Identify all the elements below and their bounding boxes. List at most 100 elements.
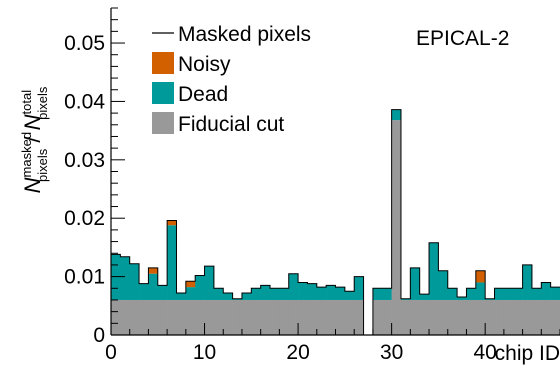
x-tick-label: 20	[286, 341, 309, 364]
y-tick-label: 0	[93, 324, 105, 347]
bar-fiducial-chip-0	[111, 299, 121, 335]
bar-dead-chip-19	[288, 273, 299, 300]
annotation: EPICAL-2	[416, 27, 509, 50]
bar-dead-chip-15	[251, 288, 261, 300]
bar-dead-chip-25	[344, 291, 355, 300]
bar-fiducial-chip-4	[148, 299, 159, 335]
bar-fiducial-chip-25	[344, 299, 355, 335]
bar-fiducial-chip-45	[531, 299, 542, 335]
x-tick-label: 0	[105, 341, 117, 364]
bar-dead-chip-39	[475, 282, 486, 300]
bar-dead-chip-16	[260, 285, 271, 300]
legend-label-dead: Dead	[178, 83, 228, 106]
bar-dead-chip-12	[223, 292, 233, 300]
y-label-base-2: N	[20, 114, 45, 130]
bar-fiducial-chip-40	[485, 299, 495, 335]
legend-swatch-fiducial	[152, 112, 174, 134]
bar-dead-chip-38	[466, 288, 477, 300]
legend: Masked pixels Noisy Dead Fiducial cut	[152, 23, 311, 136]
bar-dead-chip-30	[391, 109, 402, 121]
bar-noisy-chip-6	[167, 220, 177, 226]
bar-fiducial-chip-13	[232, 299, 243, 335]
legend-swatch-dead	[152, 82, 174, 104]
bar-fiducial-chip-41	[494, 299, 505, 335]
bar-fiducial-chip-38	[466, 299, 477, 335]
bar-dead-chip-41	[494, 288, 505, 300]
bar-dead-chip-14	[241, 292, 252, 300]
bar-fiducial-chip-5	[157, 299, 168, 335]
bar-dead-chip-3	[139, 283, 149, 300]
bar-dead-chip-47	[550, 287, 560, 300]
bar-dead-chip-46	[541, 282, 551, 300]
bar-dead-chip-13	[232, 298, 243, 300]
bar-dead-chip-35	[438, 270, 449, 300]
bars	[111, 109, 560, 336]
bar-fiducial-chip-14	[241, 299, 252, 335]
y-axis-label: Nmaskedpixels / Ntotalpixels	[19, 86, 50, 193]
bar-fiducial-chip-9	[195, 299, 205, 335]
bar-dead-chip-29	[382, 288, 392, 300]
bar-dead-chip-45	[531, 288, 542, 300]
y-tick-label: 0.03	[64, 149, 105, 172]
bar-noisy-chip-8	[185, 281, 196, 288]
bar-fiducial-chip-17	[270, 299, 280, 335]
bar-fiducial-chip-16	[260, 299, 271, 335]
x-tick-label: 10	[193, 341, 216, 364]
bar-fiducial-chip-15	[251, 299, 261, 335]
legend-swatch-noisy	[152, 52, 174, 74]
bar-fiducial-chip-11	[213, 299, 224, 335]
bar-dead-chip-32	[410, 267, 420, 300]
y-label-num-sub: pixels	[35, 148, 50, 182]
bar-fiducial-chip-19	[288, 299, 299, 335]
bar-dead-chip-20	[298, 282, 308, 300]
bar-dead-chip-10	[204, 266, 215, 300]
bar-dead-chip-40	[485, 298, 495, 300]
bar-fiducial-chip-29	[382, 299, 392, 335]
bar-dead-chip-31	[400, 298, 411, 300]
bar-fiducial-chip-46	[541, 299, 551, 335]
bar-dead-chip-4	[148, 273, 159, 300]
y-label-den-sub: pixels	[35, 86, 50, 120]
bar-fiducial-chip-35	[438, 299, 449, 335]
bar-dead-chip-34	[429, 242, 439, 300]
bar-dead-chip-5	[157, 285, 168, 300]
bar-dead-chip-7	[176, 292, 187, 300]
legend-label-noisy: Noisy	[178, 53, 231, 76]
bar-fiducial-chip-33	[419, 299, 430, 335]
legend-label-fiducial: Fiducial cut	[178, 113, 284, 136]
y-tick-label: 0.02	[64, 207, 105, 230]
x-axis-label: chip ID	[495, 342, 560, 365]
bar-fiducial-chip-30	[391, 120, 402, 335]
bar-fiducial-chip-10	[204, 299, 215, 335]
bar-fiducial-chip-20	[298, 299, 308, 335]
bar-dead-chip-24	[335, 287, 346, 300]
bar-fiducial-chip-37	[457, 299, 467, 335]
x-tick-label: 30	[380, 341, 403, 364]
bar-fiducial-chip-23	[326, 299, 336, 335]
bar-dead-chip-6	[167, 225, 177, 300]
bar-fiducial-chip-8	[185, 299, 196, 335]
bar-fiducial-chip-39	[475, 299, 486, 335]
bar-fiducial-chip-47	[550, 299, 560, 335]
bar-dead-chip-1	[120, 256, 131, 300]
bar-fiducial-chip-43	[513, 299, 523, 335]
bar-dead-chip-11	[213, 288, 224, 300]
y-label-base: N	[20, 177, 45, 193]
bar-fiducial-chip-1	[120, 299, 131, 335]
legend-label-line: Masked pixels	[178, 23, 311, 46]
bar-dead-chip-0	[111, 254, 121, 300]
bar-noisy-chip-39	[475, 270, 486, 283]
bar-dead-chip-2	[129, 263, 140, 300]
bar-dead-chip-37	[457, 297, 467, 300]
masked-pixels-line	[111, 109, 560, 336]
bar-fiducial-chip-28	[372, 299, 383, 335]
bar-dead-chip-23	[326, 285, 336, 300]
bar-dead-chip-42	[503, 288, 514, 300]
bar-dead-chip-33	[419, 294, 430, 300]
bar-noisy-chip-4	[148, 267, 159, 274]
bar-fiducial-chip-2	[129, 299, 140, 335]
y-tick-label: 0.05	[64, 32, 105, 55]
bar-dead-chip-9	[195, 275, 205, 300]
y-label-num-sup: masked	[19, 132, 34, 178]
